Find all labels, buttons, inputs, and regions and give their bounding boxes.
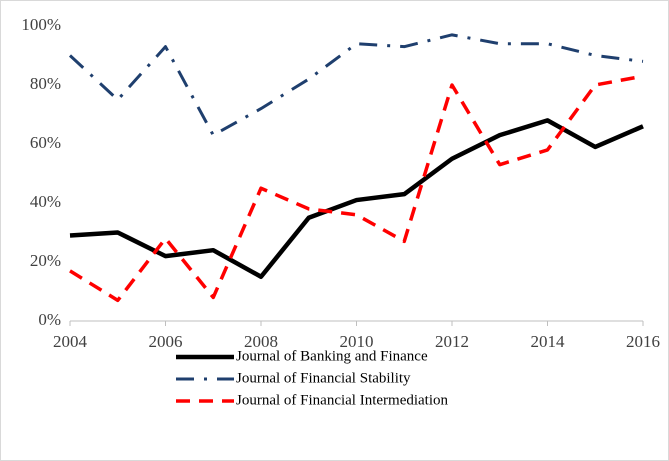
legend-label: Journal of Banking and Finance (236, 348, 428, 364)
x-tick-label: 2012 (435, 332, 469, 351)
x-tick-label: 2008 (244, 332, 278, 351)
x-tick-label: 2004 (53, 332, 88, 351)
x-tick-label: 2010 (340, 332, 374, 351)
x-tick-label: 2016 (626, 332, 660, 351)
legend-label: Journal of Financial Stability (236, 370, 411, 386)
y-tick-label: 60% (30, 133, 61, 152)
series-line (69, 118, 644, 279)
series-line (68, 33, 644, 137)
y-tick-label: 40% (30, 192, 61, 211)
series-line (69, 74, 644, 303)
y-tick-label: 100% (21, 15, 61, 34)
y-tick-label: 0% (38, 310, 61, 329)
x-tick-label: 2014 (531, 332, 566, 351)
y-tick-label: 80% (30, 74, 61, 93)
legend-label: Journal of Financial Intermediation (236, 392, 449, 408)
y-tick-label: 20% (30, 251, 61, 270)
x-tick-label: 2006 (149, 332, 183, 351)
